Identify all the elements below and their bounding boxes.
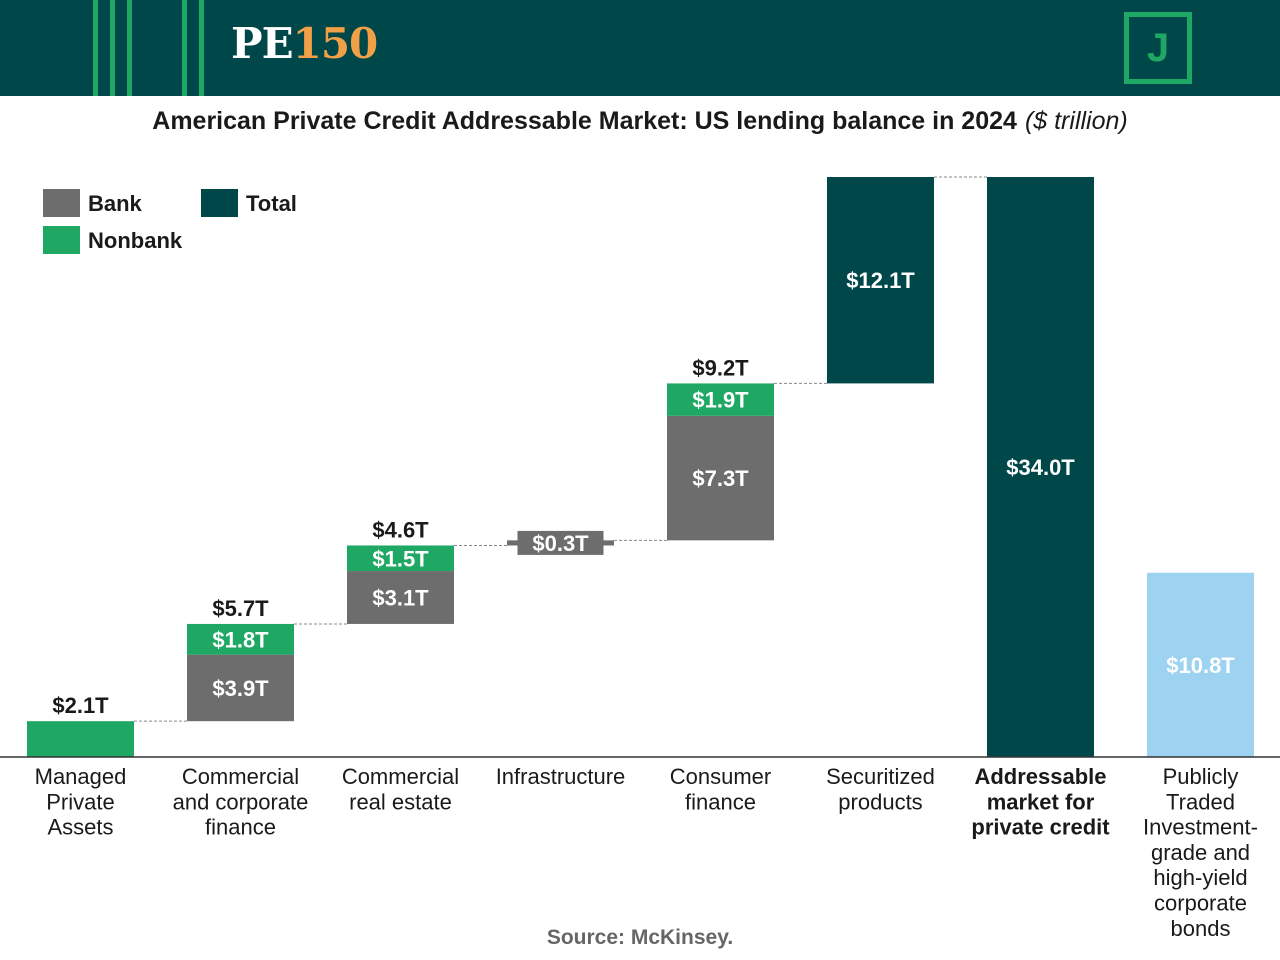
decorative-stripe bbox=[110, 0, 115, 96]
category-label: products bbox=[838, 789, 922, 814]
category-label: Assets bbox=[47, 815, 113, 840]
category-label: Consumer bbox=[670, 764, 771, 789]
category-label: Securitized bbox=[826, 764, 935, 789]
segment-value-label: $3.1T bbox=[372, 586, 429, 611]
segment-value-label: $1.8T bbox=[212, 627, 269, 652]
total-value-label: $2.1T bbox=[52, 693, 109, 718]
decorative-stripe bbox=[93, 0, 98, 96]
bar-segment-nonbank bbox=[667, 383, 774, 416]
header-bar: PE150 J bbox=[0, 0, 1280, 96]
category-label: Publicly bbox=[1163, 764, 1239, 789]
category-label: finance bbox=[685, 789, 756, 814]
category-label: corporate bbox=[1154, 891, 1247, 916]
bar-segment-nonbank bbox=[347, 545, 454, 572]
category-label: Commercial bbox=[182, 764, 299, 789]
decorative-stripe bbox=[127, 0, 132, 96]
chart-title-block: American Private Credit Addressable Mark… bbox=[0, 104, 1280, 138]
category-label: bonds bbox=[1171, 916, 1231, 941]
total-value-label: $9.2T bbox=[692, 355, 749, 380]
logo-pe-text: PE bbox=[231, 19, 294, 68]
bar-segment-nonbank bbox=[187, 623, 294, 655]
category-label: real estate bbox=[349, 789, 452, 814]
bar-segment-total bbox=[987, 177, 1094, 757]
chart-units: ($ trillion) bbox=[1024, 107, 1128, 135]
category-label: private credit bbox=[971, 815, 1110, 840]
category-label: Managed bbox=[35, 764, 127, 789]
bar-segment-bank bbox=[187, 654, 294, 722]
segment-value-label: $1.9T bbox=[692, 388, 749, 413]
decorative-stripe bbox=[182, 0, 187, 96]
category-label: market for bbox=[987, 789, 1095, 814]
category-label: Traded bbox=[1166, 789, 1235, 814]
category-label: high-yield bbox=[1153, 865, 1247, 890]
bar-segment-bank bbox=[347, 571, 454, 624]
segment-value-label: $1.5T bbox=[372, 546, 429, 571]
segment-value-label: $3.9T bbox=[212, 676, 269, 701]
category-label: Commercial bbox=[342, 764, 459, 789]
segment-value-label: $7.3T bbox=[692, 466, 749, 491]
category-label: and corporate bbox=[173, 789, 309, 814]
category-label: Infrastructure bbox=[496, 764, 626, 789]
legend-swatch-nonbank bbox=[43, 226, 80, 254]
total-value-label: $5.7T bbox=[212, 596, 269, 621]
legend-label-nonbank: Nonbank bbox=[88, 228, 183, 253]
category-label: finance bbox=[205, 815, 276, 840]
bar-segment-public bbox=[1147, 572, 1254, 757]
chart-title: American Private Credit Addressable Mark… bbox=[152, 107, 1017, 135]
category-label: Addressable bbox=[974, 764, 1106, 789]
legend-swatch-bank bbox=[43, 189, 80, 217]
total-value-label: $4.6T bbox=[372, 517, 429, 542]
source-note: Source: McKinsey. bbox=[546, 926, 734, 949]
legend-label-total: Total bbox=[246, 191, 297, 216]
bar-segment-bank bbox=[667, 415, 774, 541]
bar-segment-total bbox=[827, 177, 934, 384]
logo-number-text: 150 bbox=[292, 19, 379, 68]
category-label: grade and bbox=[1151, 840, 1250, 865]
bar-segment-nonbank bbox=[27, 721, 134, 757]
segment-value-label: $34.0T bbox=[1006, 455, 1075, 480]
segment-value-label: $0.3T bbox=[532, 531, 589, 556]
legend-label-bank: Bank bbox=[88, 191, 142, 216]
category-label: Private bbox=[46, 789, 114, 814]
segment-value-label: $10.8T bbox=[1166, 653, 1235, 678]
segment-value-label: $12.1T bbox=[846, 268, 915, 293]
category-label: Investment- bbox=[1143, 815, 1258, 840]
j-badge-icon: J bbox=[1124, 12, 1192, 84]
pe150-logo: PE150 bbox=[231, 19, 379, 68]
decorative-stripe bbox=[199, 0, 204, 96]
small-value-box bbox=[517, 530, 604, 555]
legend-swatch-total bbox=[201, 189, 238, 217]
